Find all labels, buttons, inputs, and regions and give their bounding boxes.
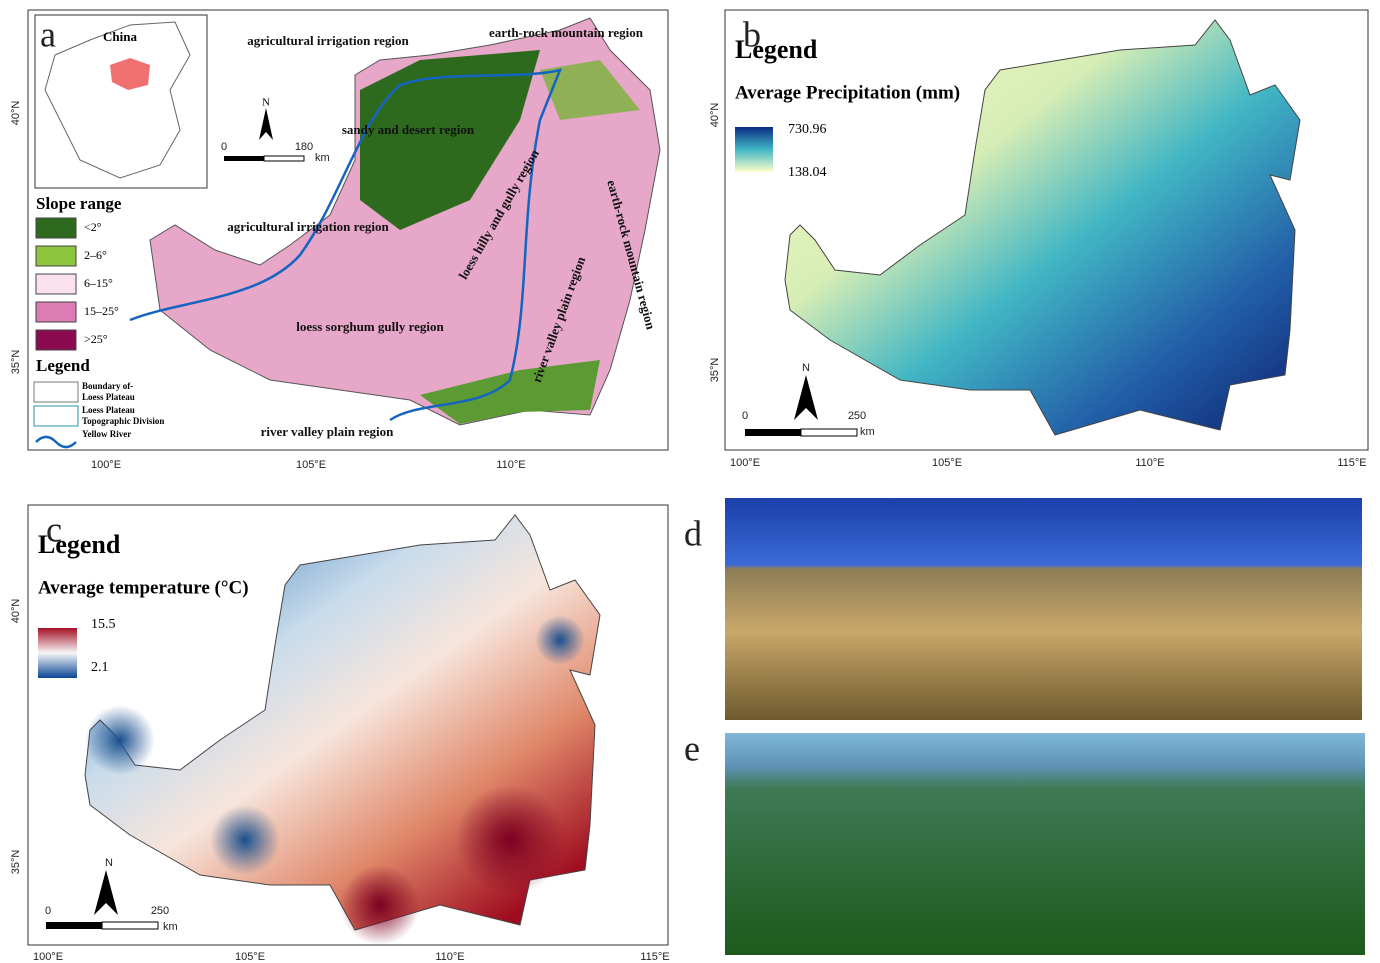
panel-label: e bbox=[684, 728, 700, 768]
legend-label: 6–15° bbox=[84, 276, 113, 290]
legend-title: Slope range bbox=[36, 194, 122, 213]
slope-swatch bbox=[36, 274, 76, 294]
legend-title: Legend bbox=[36, 356, 90, 375]
lon-tick: 110°E bbox=[1135, 457, 1164, 469]
photo-e bbox=[725, 733, 1365, 955]
lon-tick: 100°E bbox=[730, 457, 760, 469]
label: 0 bbox=[221, 141, 227, 153]
label: km bbox=[315, 152, 330, 164]
scale-bar bbox=[224, 156, 264, 161]
cold-area bbox=[85, 705, 155, 775]
legend-label: <2° bbox=[84, 220, 102, 234]
north-label: N bbox=[262, 97, 270, 109]
slope-swatch bbox=[36, 330, 76, 350]
lon-tick: 100°E bbox=[33, 951, 63, 963]
label: 250 bbox=[848, 410, 866, 422]
legend-title: Legend bbox=[735, 35, 818, 64]
region-label: agricultural irrigation region bbox=[227, 219, 389, 234]
legend-subtitle: Average temperature (°C) bbox=[38, 577, 249, 598]
label: 250 bbox=[151, 905, 169, 917]
slope-swatch bbox=[36, 218, 76, 238]
region-label: river valley plain region bbox=[261, 424, 395, 439]
label: 0 bbox=[45, 905, 51, 917]
colorbar-min: 2.1 bbox=[91, 660, 109, 675]
region-label: loess sorghum gully region bbox=[296, 319, 444, 334]
slope-swatch bbox=[36, 302, 76, 322]
legend-label: 15–25° bbox=[84, 304, 119, 318]
lon-tick: 105°E bbox=[235, 951, 265, 963]
legend-label: 2–6° bbox=[84, 248, 107, 262]
panel-label: d bbox=[684, 513, 702, 553]
label: 180 bbox=[295, 141, 313, 153]
lon-tick: 115°E bbox=[640, 951, 669, 963]
north-label: N bbox=[802, 362, 810, 374]
scale-bar bbox=[102, 922, 158, 929]
colorbar-min: 138.04 bbox=[788, 165, 827, 180]
label: China bbox=[103, 29, 137, 44]
legend-label: Loess Plateau bbox=[82, 392, 135, 402]
legend-title: Legend bbox=[38, 530, 121, 559]
scale-bar bbox=[801, 429, 857, 436]
photo-d bbox=[725, 498, 1362, 720]
legend-subtitle: Average Precipitation (mm) bbox=[735, 82, 960, 103]
lon-tick: 105°E bbox=[932, 457, 962, 469]
region-label: sandy and desert region bbox=[342, 122, 475, 137]
region-label: earth-rock mountain region bbox=[489, 25, 644, 40]
lon-tick: 110°E bbox=[496, 459, 525, 471]
legend-label: >25° bbox=[84, 332, 108, 346]
warm-area bbox=[340, 865, 420, 945]
scale-bar bbox=[745, 429, 801, 436]
lat-tick: 40°N bbox=[709, 103, 721, 128]
label: 0 bbox=[742, 410, 748, 422]
colorbar-max: 15.5 bbox=[91, 617, 116, 632]
legend-swatch bbox=[34, 382, 78, 402]
lat-tick: 35°N bbox=[10, 850, 22, 875]
panel-label: a bbox=[40, 14, 56, 54]
cold-area bbox=[535, 615, 585, 665]
region-label: agricultural irrigation region bbox=[247, 33, 409, 48]
colorbar-max: 730.96 bbox=[788, 122, 827, 137]
label: km bbox=[860, 426, 875, 438]
label: km bbox=[163, 921, 178, 933]
cold-area bbox=[210, 805, 280, 875]
scale-bar bbox=[46, 922, 102, 929]
legend-label: Yellow River bbox=[82, 429, 131, 439]
warm-area bbox=[455, 785, 565, 895]
lat-tick: 40°N bbox=[10, 101, 22, 126]
lat-tick: 35°N bbox=[709, 358, 721, 383]
figure: a China agricultural irrigation region eart… bbox=[0, 0, 1380, 963]
legend-label: Boundary of- bbox=[82, 381, 133, 391]
lon-tick: 110°E bbox=[435, 951, 464, 963]
lon-tick: 115°E bbox=[1337, 457, 1366, 469]
colorbar bbox=[735, 127, 773, 172]
scale-bar bbox=[264, 156, 304, 161]
legend-label: Loess Plateau bbox=[82, 405, 135, 415]
lat-tick: 40°N bbox=[10, 599, 22, 624]
lon-tick: 105°E bbox=[296, 459, 326, 471]
page: a China agricultural irrigation region eart… bbox=[0, 0, 1380, 963]
lat-tick: 35°N bbox=[10, 350, 22, 375]
lon-tick: 100°E bbox=[91, 459, 121, 471]
colorbar bbox=[38, 628, 77, 678]
legend-label: Topographic Division bbox=[82, 416, 164, 426]
north-label: N bbox=[105, 857, 113, 869]
slope-swatch bbox=[36, 246, 76, 266]
